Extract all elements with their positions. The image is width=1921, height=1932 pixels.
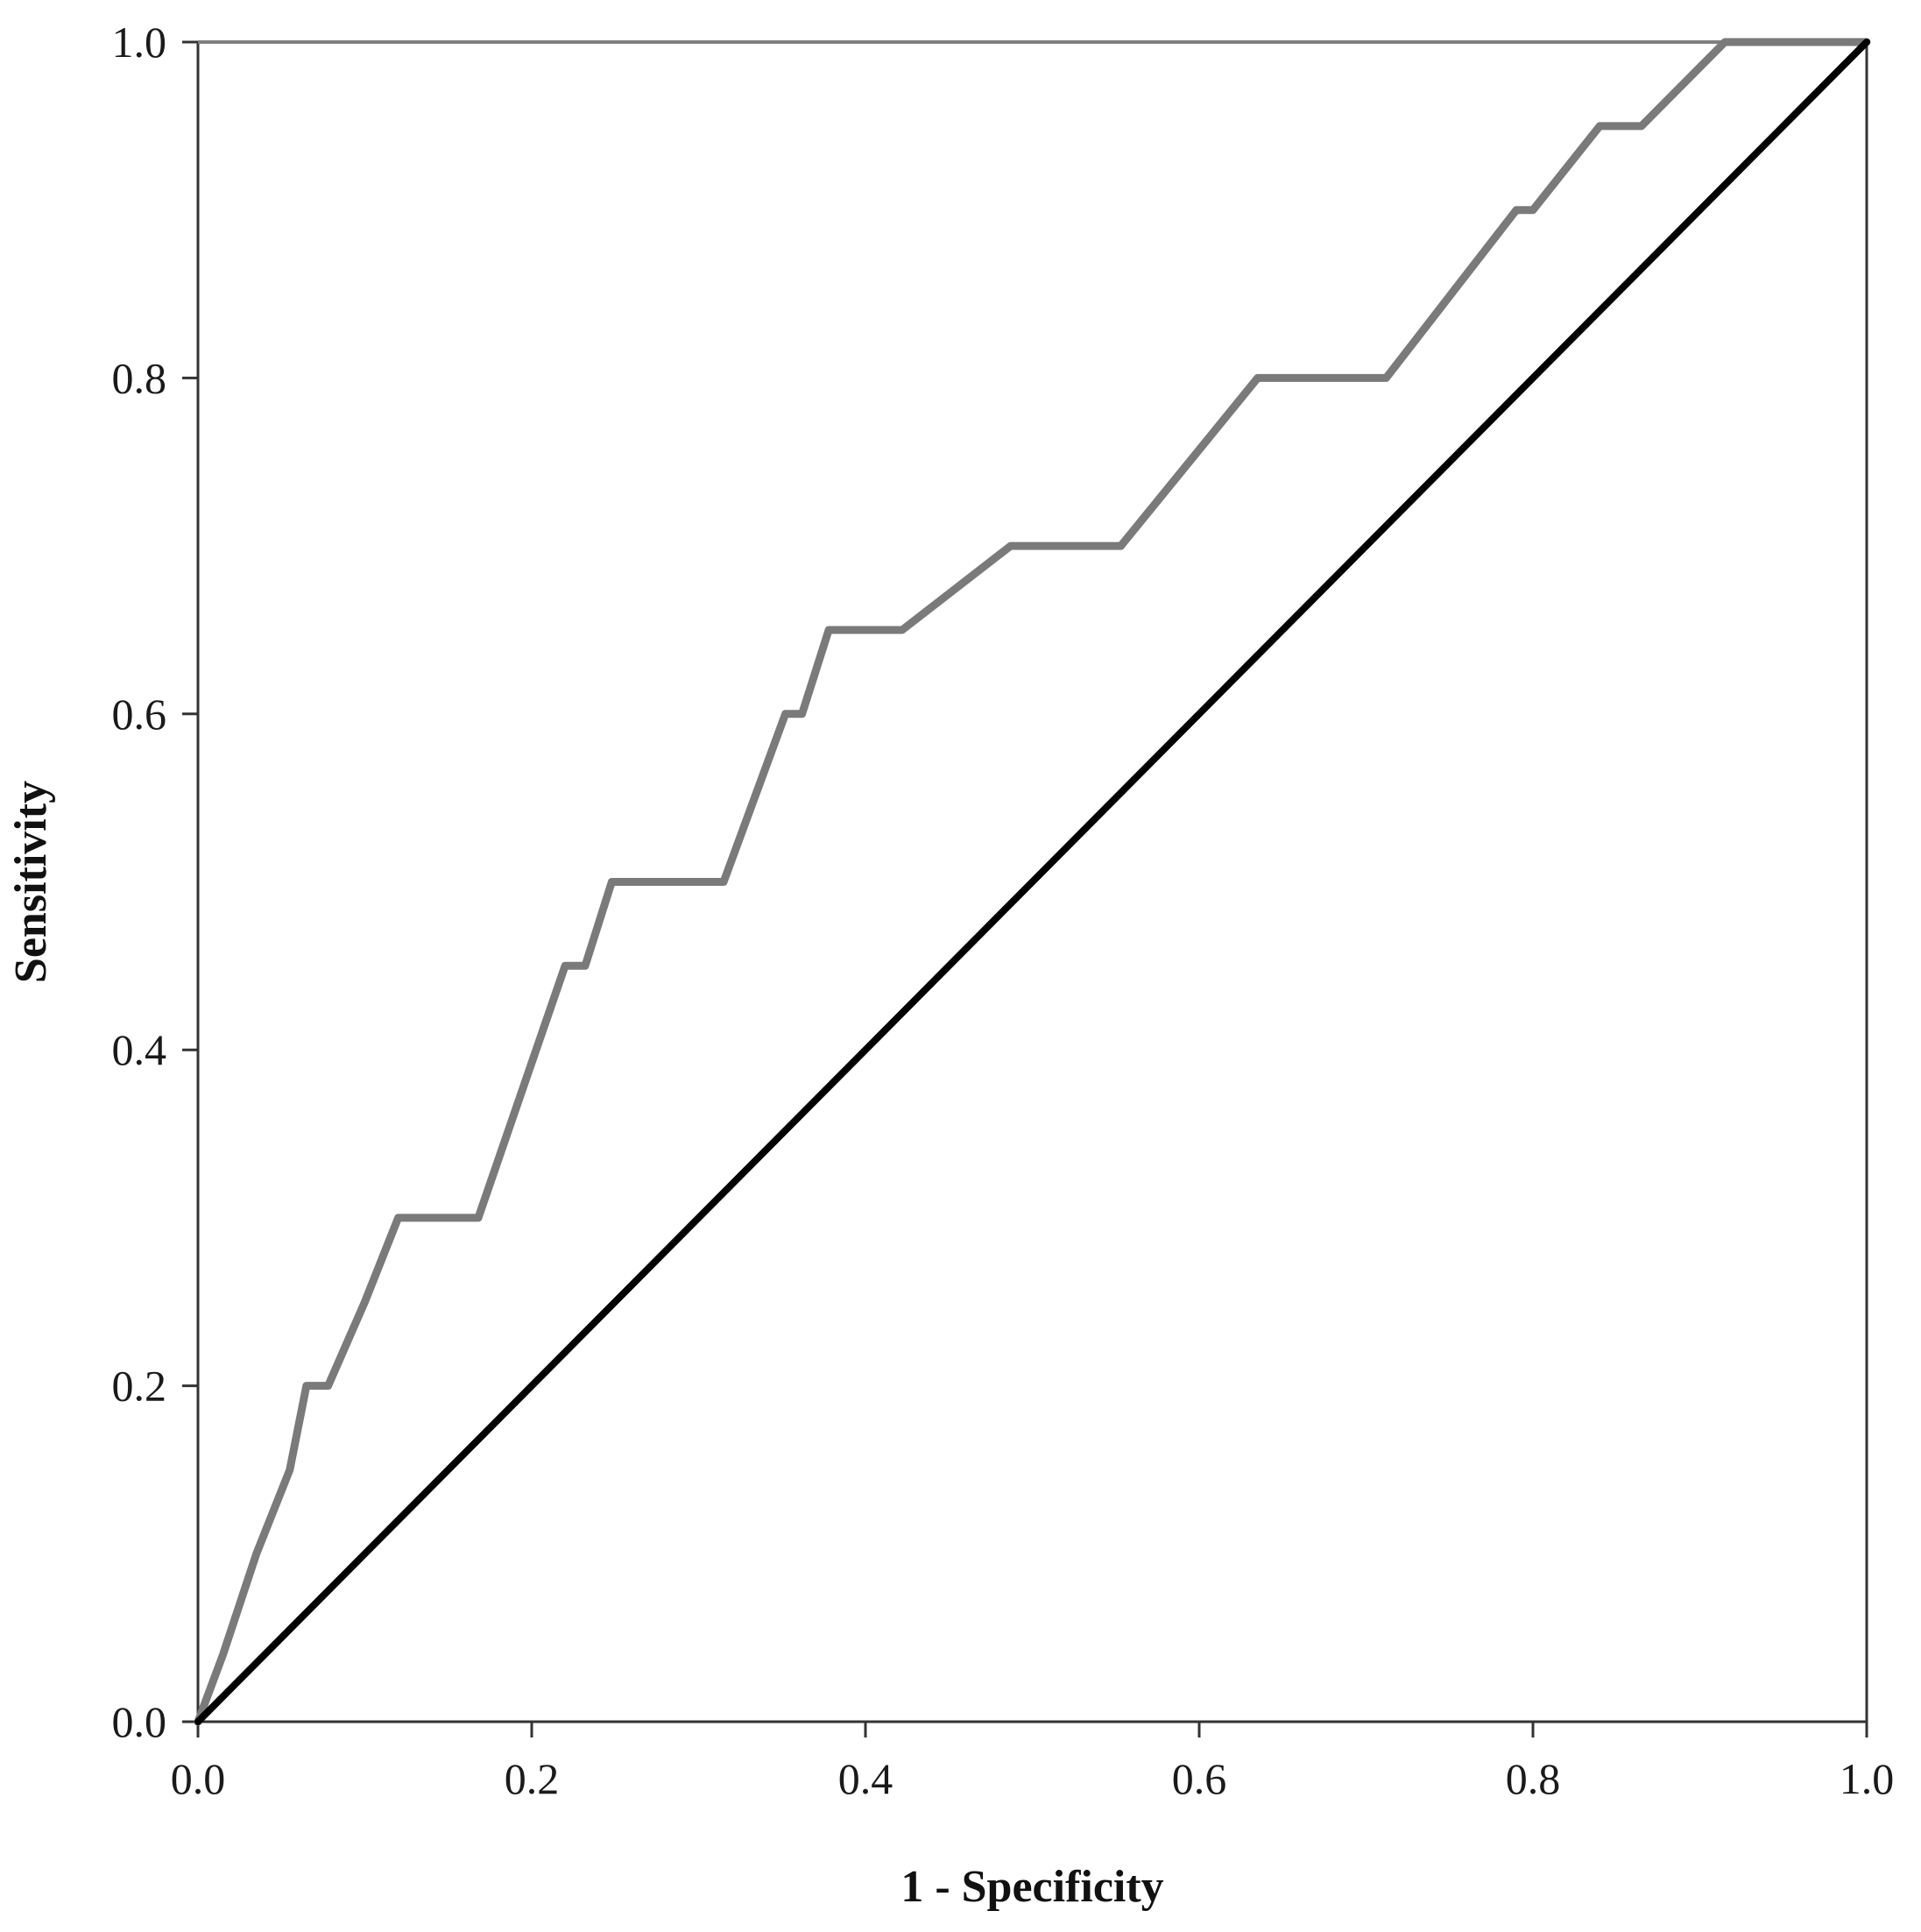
roc-curve-line — [194, 38, 1871, 1726]
series-layer — [194, 38, 1871, 1726]
x-tick-label: 0.4 — [838, 1754, 893, 1803]
y-axis-ticks: 0.0 0.2 0.4 0.6 0.8 1.0 — [112, 18, 198, 1746]
x-tick-label: 0.8 — [1506, 1754, 1561, 1803]
y-tick-label: 0.2 — [112, 1362, 167, 1411]
y-tick-label: 0.4 — [112, 1025, 167, 1074]
x-tick-label: 0.2 — [505, 1754, 560, 1803]
plot-frame — [196, 40, 1868, 1723]
x-tick-label: 0.0 — [171, 1754, 226, 1803]
x-tick-label: 1.0 — [1840, 1754, 1895, 1803]
x-axis-title: 1 - Specificity — [900, 1862, 1163, 1912]
x-axis-ticks: 0.0 0.2 0.4 0.6 0.8 1.0 — [171, 1722, 1895, 1803]
y-axis-title: Sensitivity — [6, 781, 56, 983]
reference-diagonal-line — [194, 39, 1870, 1725]
y-tick-label: 1.0 — [112, 18, 167, 67]
y-tick-label: 0.6 — [112, 690, 167, 739]
y-tick-label: 0.0 — [112, 1697, 167, 1746]
x-tick-label: 0.6 — [1172, 1754, 1227, 1803]
y-tick-label: 0.8 — [112, 353, 167, 402]
